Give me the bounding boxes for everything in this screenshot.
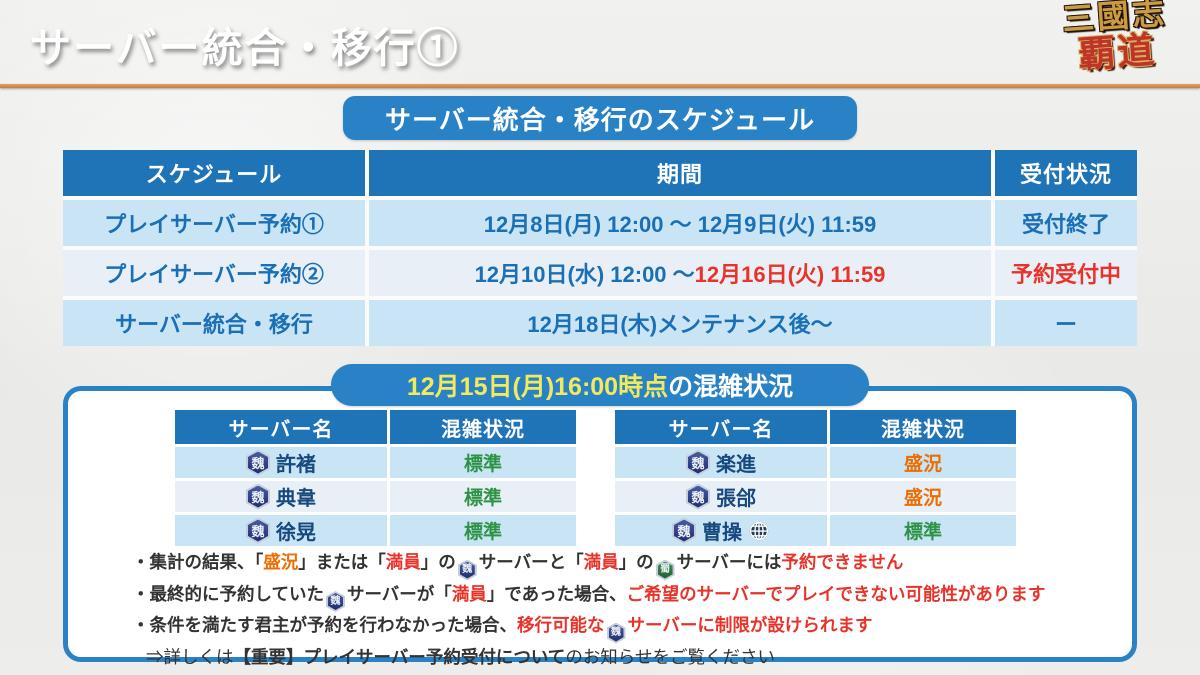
wei-faction-icon: 魏 — [686, 449, 710, 476]
page-title: サーバー統合・移行① — [30, 25, 460, 71]
col-header-schedule: スケジュール — [63, 150, 365, 196]
wei-faction-icon: 魏 — [325, 591, 345, 612]
note-line-1: ・集計の結果、「盛況」または「満員」の魏サーバーと「満員」の蜀サーバーには予約で… — [132, 549, 1092, 581]
congestion-table-right: サーバー名 混雑状況 魏 楽進 盛況 魏 張郃 盛況 魏 曹操 — [615, 410, 1016, 546]
wei-faction-icon: 魏 — [457, 559, 477, 581]
notes: ・集計の結果、「盛況」または「満員」の魏サーバーと「満員」の蜀サーバーには予約で… — [132, 549, 1092, 670]
wei-faction-icon: 魏 — [246, 517, 270, 544]
status-cell: 受付終了 — [995, 200, 1137, 246]
congestion-banner-label: の混雑状況 — [668, 373, 794, 401]
period-cell: 12月18日(木)メンテナンス後～ — [369, 300, 991, 346]
congestion-table-left: サーバー名 混雑状況 魏 許褚 標準 魏 典韋 標準 魏 徐晃 標準 — [175, 410, 576, 546]
wei-faction-icon: 魏 — [246, 483, 270, 510]
col-header-period: 期間 — [369, 150, 991, 196]
server-name: 魏 楽進 — [615, 447, 827, 478]
server-name: 魏 許褚 — [175, 447, 387, 478]
congestion-status: 標準 — [390, 447, 576, 478]
server-name: 魏 張郃 — [615, 481, 827, 512]
congestion-status: 標準 — [390, 481, 576, 512]
congestion-status: 盛況 — [830, 481, 1016, 512]
schedule-cell: プレイサーバー予約① — [63, 200, 365, 246]
header-bar: サーバー統合・移行① 三國志 覇道 — [0, 0, 1200, 88]
status-cell: ー — [995, 300, 1137, 346]
note-line-2: ・最終的に予約していた魏サーバーが「満員」であった場合、ご希望のサーバーでプレイ… — [132, 581, 1092, 612]
schedule-banner: サーバー統合・移行のスケジュール — [343, 96, 857, 140]
shu-faction-icon: 蜀 — [655, 559, 675, 581]
server-name: 魏 曹操 — [615, 515, 827, 546]
globe-icon — [749, 521, 769, 540]
schedule-cell: プレイサーバー予約② — [63, 250, 365, 296]
congestion-status: 標準 — [390, 515, 576, 546]
schedule-table: スケジュール 期間 受付状況 プレイサーバー予約① 12月8日(月) 12:00… — [63, 150, 1137, 346]
congestion-box: サーバー名 混雑状況 魏 許褚 標準 魏 典韋 標準 魏 徐晃 標準 サーバー名… — [63, 386, 1137, 667]
wei-faction-icon: 魏 — [686, 483, 710, 510]
congestion-banner: 12月15日(月)16:00時点 の混雑状況 — [331, 364, 869, 406]
note-line-3: ・条件を満たす君主が予約を行わなかった場合、移行可能な魏サーバーに制限が設けられ… — [132, 612, 1092, 644]
wei-faction-icon: 魏 — [246, 449, 270, 476]
wei-faction-icon: 魏 — [672, 517, 696, 544]
congestion-status: 盛況 — [830, 447, 1016, 478]
congestion-banner-datetime: 12月15日(月)16:00時点 — [406, 373, 669, 401]
wei-faction-icon: 魏 — [606, 622, 626, 644]
note-line-4: ⇒詳しくは【重要】プレイサーバー予約受付についてのお知らせをご覧ください — [146, 646, 775, 667]
col-header-congestion: 混雑状況 — [830, 410, 1016, 444]
game-logo: 三國志 覇道 — [1044, 0, 1189, 77]
schedule-cell: サーバー統合・移行 — [63, 300, 365, 346]
period-cell: 12月8日(月) 12:00 ～ 12月9日(火) 11:59 — [369, 200, 991, 246]
col-header-status: 受付状況 — [995, 150, 1137, 196]
status-cell: 予約受付中 — [995, 250, 1137, 296]
server-name: 魏 典韋 — [175, 481, 387, 512]
server-name: 魏 徐晃 — [175, 515, 387, 546]
schedule-banner-label: サーバー統合・移行のスケジュール — [385, 104, 815, 135]
col-header-server-name: サーバー名 — [175, 410, 387, 444]
period-cell: 12月10日(水) 12:00 ～ 12月16日(火) 11:59 — [369, 250, 991, 296]
col-header-congestion: 混雑状況 — [390, 410, 576, 444]
congestion-status: 標準 — [830, 515, 1016, 546]
col-header-server-name: サーバー名 — [615, 410, 827, 444]
